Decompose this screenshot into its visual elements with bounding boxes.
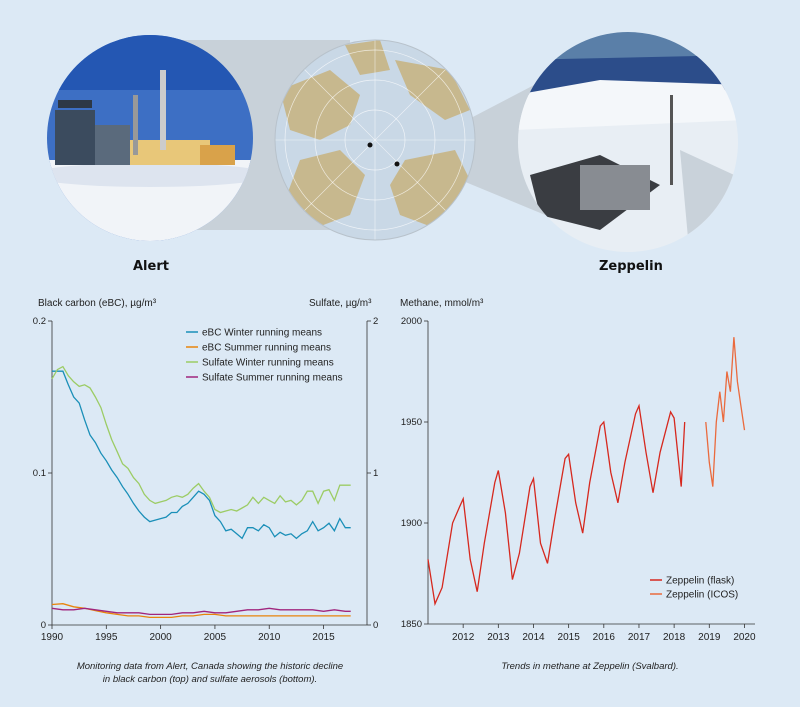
left-caption-line1: Monitoring data from Alert, Canada showi… xyxy=(76,661,344,672)
y2-tick-label: 1 xyxy=(373,468,378,479)
x-tick-label: 2015 xyxy=(312,632,335,643)
station-illustration xyxy=(47,32,738,252)
right-chart-ylabel: Methane, mmol/m³ xyxy=(400,298,484,309)
methane-y-tick-label: 1900 xyxy=(401,518,422,529)
arctic-globe-map xyxy=(274,39,476,241)
methane-x-tick-label: 2014 xyxy=(522,632,545,643)
x-tick-label: 2000 xyxy=(149,632,172,643)
station-name-alert: Alert xyxy=(133,259,169,274)
methane-x-tick-label: 2016 xyxy=(593,632,616,643)
left-caption-line2: in black carbon (top) and sulfate aeroso… xyxy=(102,674,318,685)
x-tick-label: 1995 xyxy=(95,632,118,643)
legend-label-1: eBC Winter running means xyxy=(202,328,322,339)
right-caption: Trends in methane at Zeppelin (Svalbard)… xyxy=(501,661,679,672)
legend-label-3: Sulfate Winter running means xyxy=(202,358,334,369)
station-name-zeppelin: Zeppelin xyxy=(599,259,663,274)
alert-station-photo xyxy=(47,35,253,241)
series-line-4 xyxy=(51,607,351,616)
x-tick-label: 2010 xyxy=(258,632,281,643)
methane-x-tick-label: 2015 xyxy=(558,632,581,643)
y2-tick-label: 2 xyxy=(373,316,378,327)
legend-label-4: Sulfate Summer running means xyxy=(202,373,343,384)
zeppelin-station-photo xyxy=(518,32,738,252)
series-line-2 xyxy=(51,603,351,619)
methane-series-2 xyxy=(705,337,746,487)
y-tick-label: 0.2 xyxy=(33,316,46,327)
alert-location-marker xyxy=(367,142,373,148)
methane-x-tick-label: 2013 xyxy=(487,632,510,643)
series-line-1 xyxy=(52,370,351,540)
y-tick-label: 0 xyxy=(41,620,46,631)
methane-legend-label-2: Zeppelin (ICOS) xyxy=(666,590,738,601)
methane-legend-label-1: Zeppelin (flask) xyxy=(666,576,734,587)
left-chart-y2label: Sulfate, µg/m³ xyxy=(309,298,372,309)
legend-label-2: eBC Summer running means xyxy=(202,343,331,354)
methane-series-1 xyxy=(427,403,686,607)
methane-x-tick-label: 2017 xyxy=(628,632,651,643)
methane-y-tick-label: 2000 xyxy=(401,316,422,327)
methane-x-tick-label: 2012 xyxy=(452,632,475,643)
series-line-3 xyxy=(51,365,351,514)
methane-x-tick-label: 2018 xyxy=(663,632,686,643)
methane-chart: 1850 1900 1950 2000 2012 2013 2014 2015 2016 2017… xyxy=(401,316,756,643)
methane-y-tick-label: 1950 xyxy=(401,417,422,428)
left-caption: Monitoring data from Alert, Canada showi… xyxy=(20,660,400,686)
x-tick-label: 1990 xyxy=(41,632,64,643)
black-carbon-sulfate-chart: 0 0.1 0.2 0 1 2 1990 1995 2000 2005 2010 2015 eBC Wi… xyxy=(33,316,379,643)
x-tick-label: 2005 xyxy=(204,632,227,643)
y-tick-label: 0.1 xyxy=(33,468,46,479)
methane-y-tick-label: 1850 xyxy=(401,619,422,630)
zeppelin-location-marker xyxy=(394,161,400,167)
left-chart-ylabel: Black carbon (eBC), µg/m³ xyxy=(38,298,157,309)
methane-x-tick-label: 2019 xyxy=(698,632,721,643)
methane-x-tick-label: 2020 xyxy=(733,632,756,643)
y2-tick-label: 0 xyxy=(373,620,378,631)
